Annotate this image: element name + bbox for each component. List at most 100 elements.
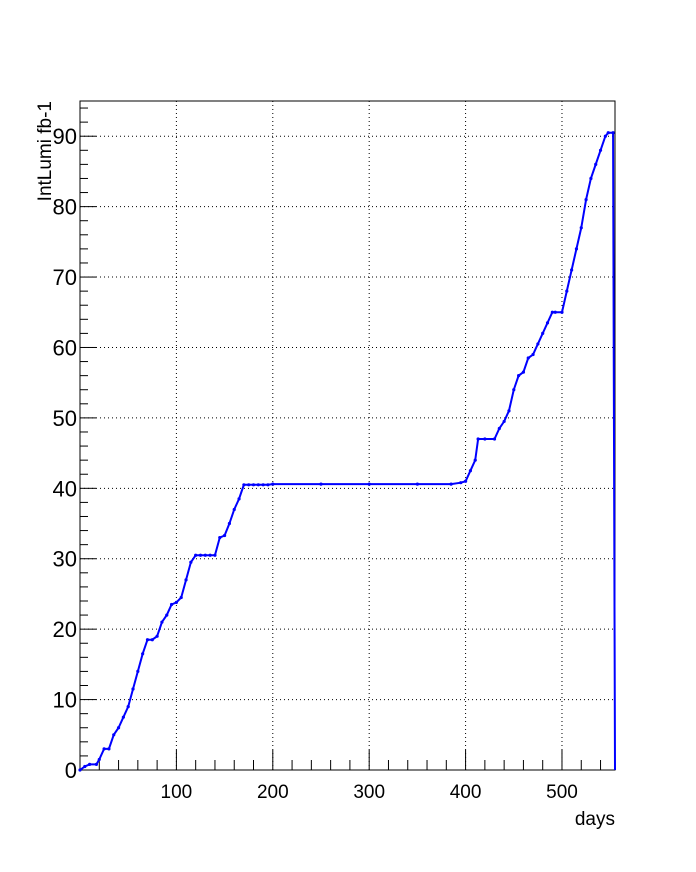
data-point — [232, 507, 236, 512]
data-point — [415, 482, 419, 486]
data-point — [169, 602, 174, 607]
series-layer — [78, 131, 616, 772]
x-tick-label: 400 — [450, 782, 482, 803]
y-tick-label: 30 — [53, 547, 77, 572]
data-point — [160, 620, 164, 624]
data-point — [473, 458, 477, 462]
plot-frame — [79, 100, 616, 771]
data-point — [526, 356, 530, 360]
data-point — [174, 600, 178, 604]
data-point — [271, 482, 275, 486]
data-point — [468, 469, 473, 473]
data-point — [483, 437, 487, 441]
data-point — [521, 370, 526, 374]
data-point — [459, 481, 463, 485]
data-point — [94, 762, 98, 766]
data-point — [78, 768, 82, 772]
y-tick-label: 0 — [65, 758, 77, 783]
data-point — [512, 388, 516, 392]
data-point — [476, 437, 480, 441]
data-point — [102, 747, 106, 751]
x-tick-label: 500 — [546, 782, 578, 803]
data-point — [213, 553, 217, 557]
minor-ticks — [80, 107, 602, 770]
y-tick-label: 60 — [53, 335, 77, 360]
y-tick-label: 20 — [53, 617, 77, 642]
data-point — [261, 483, 265, 487]
data-point — [550, 310, 554, 314]
data-point — [208, 553, 212, 557]
data-point — [116, 726, 121, 730]
data-point — [203, 553, 207, 557]
data-point — [184, 578, 188, 582]
data-point — [145, 638, 150, 642]
data-point — [126, 705, 130, 709]
x-tick-label: 100 — [161, 782, 193, 803]
data-point — [141, 652, 145, 656]
data-point — [531, 352, 535, 357]
data-point — [136, 669, 140, 674]
data-point — [603, 134, 607, 138]
data-point — [242, 483, 246, 487]
data-point — [502, 419, 506, 424]
data-point — [198, 553, 203, 557]
data-point — [165, 613, 169, 617]
data-point — [131, 687, 135, 691]
data-point — [536, 342, 540, 346]
data-point — [584, 197, 588, 202]
y-axis-label: IntLumi fb-1 — [35, 101, 56, 201]
data-point — [594, 162, 598, 166]
data-point — [517, 374, 521, 378]
data-point — [97, 757, 101, 762]
y-tick-label: 70 — [53, 265, 77, 290]
data-point — [367, 482, 371, 486]
y-tick-label: 80 — [53, 195, 77, 220]
data-point — [194, 553, 198, 557]
data-point — [227, 521, 232, 526]
data-point — [247, 483, 251, 487]
data-point — [218, 536, 222, 540]
data-point — [606, 131, 610, 135]
data-point — [570, 268, 574, 272]
data-point — [507, 409, 511, 413]
data-point — [574, 247, 579, 251]
data-point — [598, 148, 603, 152]
y-tick-label: 10 — [53, 688, 77, 713]
data-point — [560, 310, 564, 314]
data-point — [83, 764, 87, 769]
x-tick-label: 300 — [353, 782, 385, 803]
y-tick-label: 40 — [53, 476, 77, 501]
data-point — [497, 426, 501, 431]
data-point — [222, 533, 227, 538]
data-point — [189, 560, 193, 564]
data-point — [565, 289, 569, 293]
data-point — [266, 483, 270, 487]
x-tick-label: 200 — [257, 782, 289, 803]
data-point — [545, 321, 550, 325]
data-point — [112, 733, 116, 737]
data-point — [611, 131, 615, 135]
data-point — [579, 226, 583, 230]
data-point — [88, 762, 92, 766]
data-point — [553, 310, 557, 314]
data-point — [463, 479, 468, 483]
y-tick-label: 90 — [53, 124, 77, 149]
tick-labels: 100 200 300 400 500 0 10 20 30 40 50 60 70 80 90 — [53, 124, 578, 803]
data-point — [150, 638, 154, 642]
data-point — [319, 482, 323, 486]
data-point — [449, 482, 453, 486]
y-tick-label: 50 — [53, 406, 77, 431]
data-point — [256, 483, 260, 487]
data-point — [237, 497, 241, 501]
data-point — [121, 715, 125, 719]
data-point — [492, 437, 497, 441]
data-point — [179, 595, 183, 600]
data-point — [541, 331, 545, 335]
x-axis-label: days — [575, 809, 615, 830]
data-point — [107, 747, 111, 751]
major-ticks — [80, 135, 563, 771]
data-point — [251, 483, 256, 487]
data-point — [589, 176, 593, 181]
